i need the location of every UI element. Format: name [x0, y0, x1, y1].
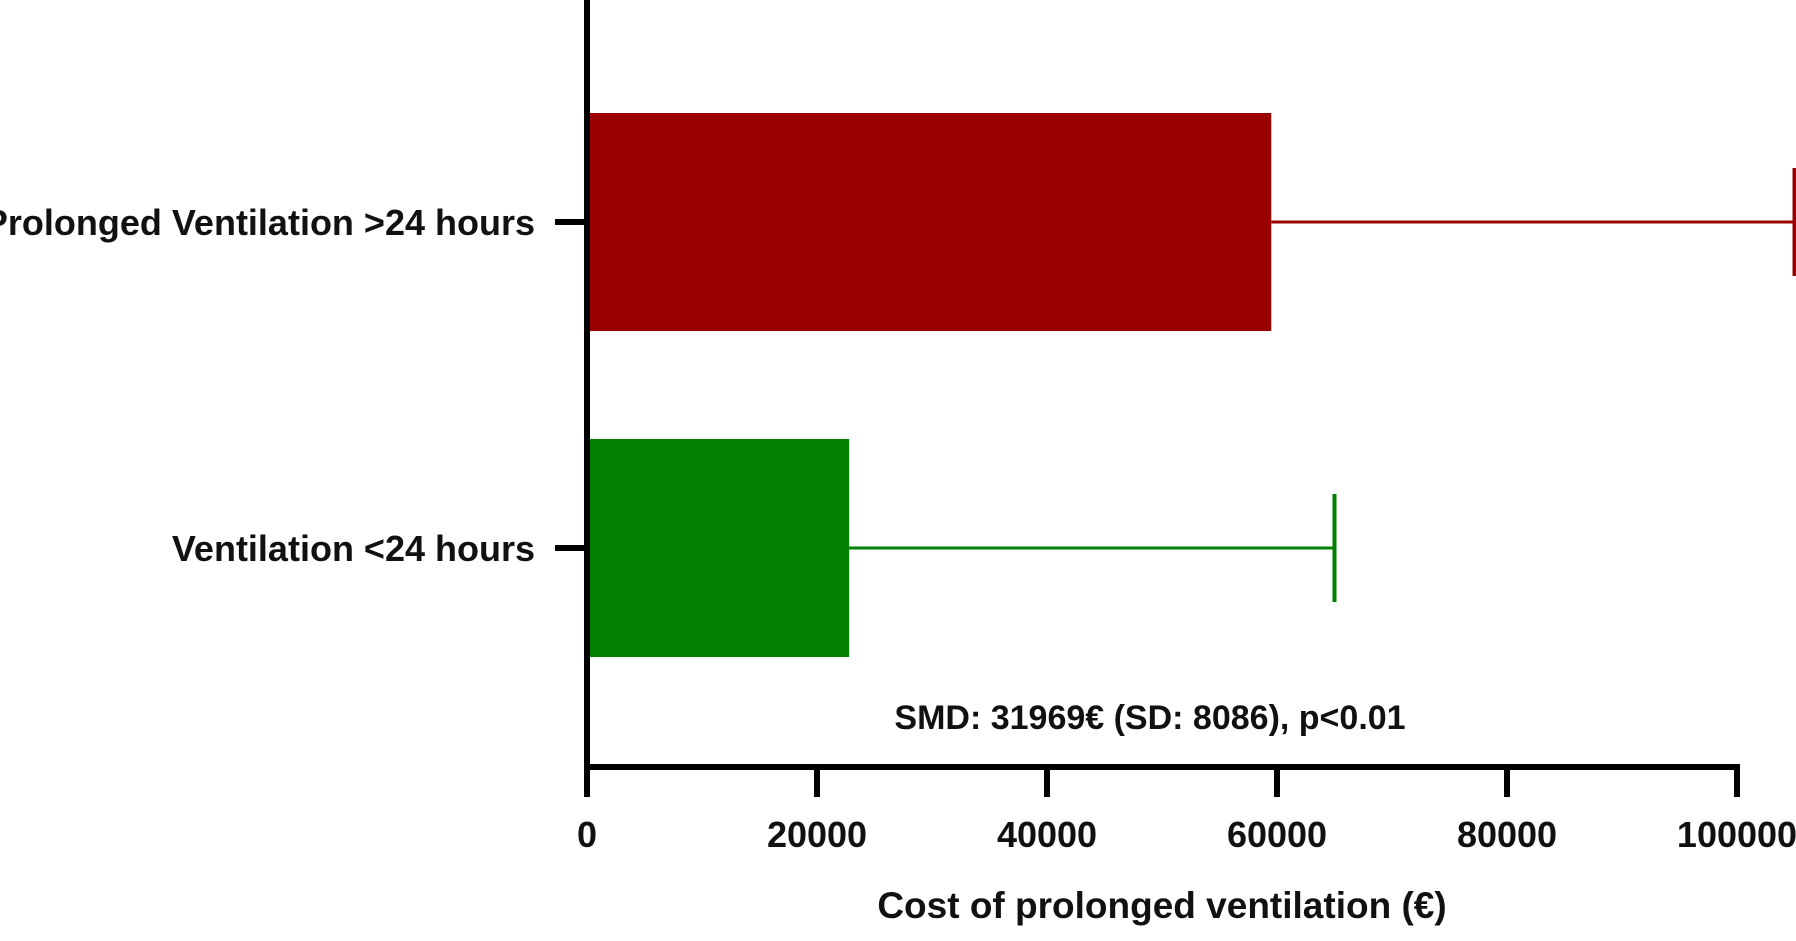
bars-layer	[587, 113, 1272, 657]
x-tick-label-0: 0	[577, 814, 597, 855]
y-tick-label-0: Prolonged Ventilation >24 hours	[0, 202, 535, 243]
x-tick-label-2: 40000	[997, 814, 1097, 855]
x-tick-label-1: 20000	[767, 814, 867, 855]
smd-annotation: SMD: 31969€ (SD: 8086), p<0.01	[894, 699, 1405, 737]
labels-layer: Prolonged Ventilation >24 hours Ventilati…	[0, 202, 1796, 926]
x-tick-label-5: 100000	[1677, 814, 1796, 855]
bar-1	[587, 439, 850, 657]
bar-0	[587, 113, 1272, 331]
x-tick-label-4: 80000	[1457, 814, 1557, 855]
x-tick-label-3: 60000	[1227, 814, 1327, 855]
x-axis-title: Cost of prolonged ventilation (€)	[877, 885, 1446, 926]
axes-layer	[555, 0, 1740, 797]
y-tick-label-1: Ventilation <24 hours	[172, 528, 535, 569]
error-bars-layer	[849, 168, 1796, 602]
